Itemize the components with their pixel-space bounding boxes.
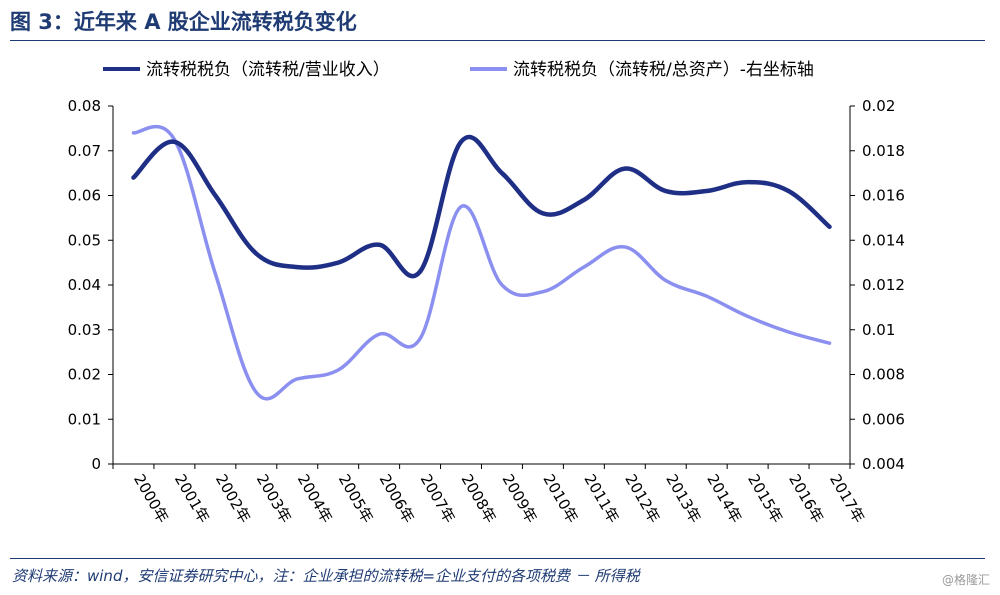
x-tick-label: 2005年 bbox=[335, 471, 377, 526]
legend-label-series-1: 流转税税负（流转税/营业收入） bbox=[146, 60, 390, 80]
y-left-tick-label: 0.08 bbox=[68, 97, 101, 115]
x-tick-label: 2004年 bbox=[294, 471, 336, 526]
x-tick-label: 2013年 bbox=[662, 471, 704, 526]
x-tick-label: 2016年 bbox=[785, 471, 827, 526]
y-left-tick-label: 0.07 bbox=[68, 142, 101, 160]
y-left-tick-label: 0.02 bbox=[68, 366, 101, 384]
title-divider bbox=[10, 40, 985, 41]
series-line-2 bbox=[131, 124, 832, 401]
x-tick-label: 2015年 bbox=[744, 471, 786, 526]
y-right-tick-label: 0.008 bbox=[862, 366, 905, 384]
series-line-1 bbox=[131, 134, 832, 279]
y-left-tick-label: 0.04 bbox=[68, 276, 101, 294]
x-tick-label: 2010年 bbox=[539, 471, 581, 526]
y-right-tick-label: 0.016 bbox=[862, 187, 905, 205]
legend-label-series-2: 流转税税负（流转税/总资产）-右坐标轴 bbox=[513, 60, 814, 80]
y-right-tick-label: 0.014 bbox=[862, 231, 905, 249]
x-tick-label: 2012年 bbox=[621, 471, 663, 526]
y-left-tick-label: 0.03 bbox=[68, 321, 101, 339]
y-right-tick-label: 0.012 bbox=[862, 276, 905, 294]
x-tick-label: 2011年 bbox=[580, 471, 622, 526]
x-tick-label: 2017年 bbox=[826, 471, 868, 526]
chart-title: 图 3：近年来 A 股企业流转税负变化 bbox=[10, 10, 357, 34]
y-right-tick-label: 0.006 bbox=[862, 410, 905, 428]
line-chart: 流转税税负（流转税/营业收入） 流转税税负（流转税/总资产）-右坐标轴 0 0.0… bbox=[68, 60, 905, 526]
y-right-tick-label: 0.01 bbox=[862, 321, 895, 339]
x-tick-label: 2008年 bbox=[458, 471, 500, 526]
watermark: @格隆汇 bbox=[941, 573, 990, 587]
x-tick-label: 2003年 bbox=[253, 471, 295, 526]
y-left-tick-label: 0.06 bbox=[68, 187, 101, 205]
y-right-tick-label: 0.018 bbox=[862, 142, 905, 160]
x-tick-label: 2000年 bbox=[130, 471, 172, 526]
x-tick-label: 2009年 bbox=[499, 471, 541, 526]
y-left-tick-label: 0 bbox=[91, 455, 101, 473]
series-lines bbox=[131, 124, 832, 401]
x-tick-label: 2007年 bbox=[417, 471, 459, 526]
x-tick-label: 2006年 bbox=[376, 471, 418, 526]
y-left-tick-label: 0.05 bbox=[68, 231, 101, 249]
footer-divider bbox=[10, 558, 985, 559]
y-right-tick-label: 0.02 bbox=[862, 97, 895, 115]
source-note: 资料来源：wind，安信证券研究中心，注：企业承担的流转税=企业支付的各项税费 … bbox=[12, 567, 640, 585]
legend: 流转税税负（流转税/营业收入） 流转税税负（流转税/总资产）-右坐标轴 bbox=[103, 60, 814, 80]
y-right-tick-label: 0.004 bbox=[862, 455, 905, 473]
x-tick-label: 2014年 bbox=[703, 471, 745, 526]
x-tick-label: 2001年 bbox=[171, 471, 213, 526]
x-tick-label: 2002年 bbox=[212, 471, 254, 526]
y-left-tick-label: 0.01 bbox=[68, 410, 101, 428]
